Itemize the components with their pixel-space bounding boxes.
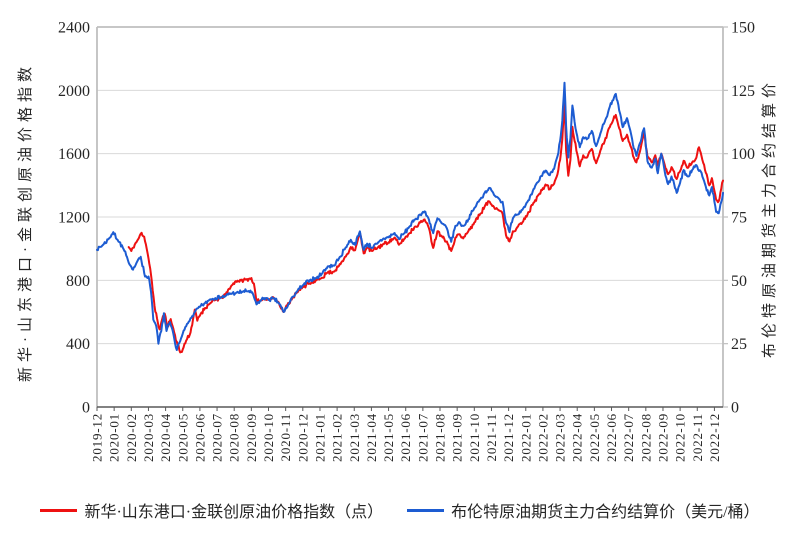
y-axis-right-tick-label: 0 <box>731 400 739 417</box>
x-axis-tick-label: 2022-04 <box>570 413 585 462</box>
x-axis-tick-label: 2021-01 <box>312 413 327 462</box>
y-axis-right-tick-label: 25 <box>731 336 747 353</box>
x-axis-tick-label: 2021-08 <box>433 413 448 462</box>
x-axis-tick-label: 2020-12 <box>295 413 310 462</box>
y-axis-left-tick-label: 400 <box>66 336 90 353</box>
x-axis-tick-label: 2020-01 <box>107 413 122 462</box>
y-axis-left-tick-label: 1600 <box>58 146 90 163</box>
x-axis-tick-label: 2020-09 <box>244 413 259 462</box>
line-chart: 0 400 800 1200 1600 2000 2400 0 25 50 75 100 125 150 2… <box>58 20 755 462</box>
x-axis-tick-label: 2022-06 <box>604 413 619 462</box>
x-axis-tick-label: 2022-09 <box>655 413 670 462</box>
y-axis-left-title: 新华·山东港口·金联创原油价格指数 <box>18 62 34 382</box>
x-axis-tick-label: 2020-02 <box>124 413 139 462</box>
x-axis-tick-label: 2021-02 <box>330 413 345 462</box>
x-axis-tick-label: 2022-12 <box>707 413 722 462</box>
legend-item-brent: 布伦特原油期货主力合约结算价（美元/桶） <box>407 498 760 522</box>
y-axis-left-tick-label: 2000 <box>58 83 90 100</box>
x-axis-tick-label: 2021-07 <box>415 413 430 462</box>
x-axis-tick-label: 2020-05 <box>175 413 190 462</box>
x-axis-tick-label: 2022-08 <box>638 413 653 462</box>
y-axis-left-tick-label: 1200 <box>58 210 90 227</box>
series-line-brent <box>96 81 724 351</box>
legend-label-index: 新华·山东港口·金联创原油价格指数（点） <box>84 504 384 521</box>
y-axis-right-tick-label: 125 <box>731 83 755 100</box>
y-axis-right-tick-label: 50 <box>731 273 747 290</box>
y-axis-right-tick-label: 100 <box>731 146 755 163</box>
x-axis-tick-label: 2020-04 <box>158 413 173 462</box>
x-axis-tick-label: 2022-01 <box>518 413 533 462</box>
x-axis-tick-label: 2022-11 <box>690 413 705 461</box>
x-axis-tick-label: 2022-07 <box>621 413 636 462</box>
x-axis-tick-label: 2020-11 <box>278 413 293 461</box>
legend-line-blue-swatch <box>407 508 445 512</box>
legend-item-index: 新华·山东港口·金联创原油价格指数（点） <box>40 498 383 522</box>
x-axis-tick-label: 2022-10 <box>673 413 688 462</box>
legend: 新华·山东港口·金联创原油价格指数（点） 布伦特原油期货主力合约结算价（美元/桶… <box>0 498 800 522</box>
x-axis-tick-label: 2020-10 <box>261 413 276 462</box>
y-axis-right-title: 布伦特原油期货主力合约结算价 <box>762 78 778 359</box>
y-axis-left-tick-label: 800 <box>66 273 90 290</box>
series-line-index <box>127 97 724 354</box>
x-axis-tick-label: 2021-04 <box>364 413 379 462</box>
x-axis-tick-label: 2021-11 <box>484 413 499 461</box>
x-axis-tick-label: 2020-06 <box>192 413 207 462</box>
x-axis-tick-label: 2020-07 <box>210 413 225 462</box>
x-axis-tick-label: 2021-12 <box>501 413 516 462</box>
x-axis-tick-label: 2021-03 <box>347 413 362 462</box>
y-axis-right-tick-label: 75 <box>731 210 747 227</box>
x-axis-tick-label: 2020-08 <box>227 413 242 462</box>
x-axis-tick-label: 2022-05 <box>587 413 602 462</box>
legend-label-brent: 布伦特原油期货主力合约结算价（美元/桶） <box>451 504 760 521</box>
x-axis-tick-label: 2022-03 <box>553 413 568 462</box>
x-axis-tick-label: 2021-09 <box>450 413 465 462</box>
x-axis-tick-label: 2022-02 <box>535 413 550 462</box>
y-axis-left-tick-label: 0 <box>82 400 90 417</box>
x-axis-tick-label: 2021-06 <box>398 413 413 462</box>
x-axis-tick-label: 2021-10 <box>467 413 482 462</box>
x-axis-tick-label: 2019-12 <box>90 413 105 462</box>
y-axis-left-tick-label: 2400 <box>58 20 90 37</box>
x-axis-tick-label: 2021-05 <box>381 413 396 462</box>
legend-line-red-swatch <box>40 508 78 512</box>
x-axis-tick-label: 2020-03 <box>141 413 156 462</box>
y-axis-right-tick-label: 150 <box>731 20 755 37</box>
